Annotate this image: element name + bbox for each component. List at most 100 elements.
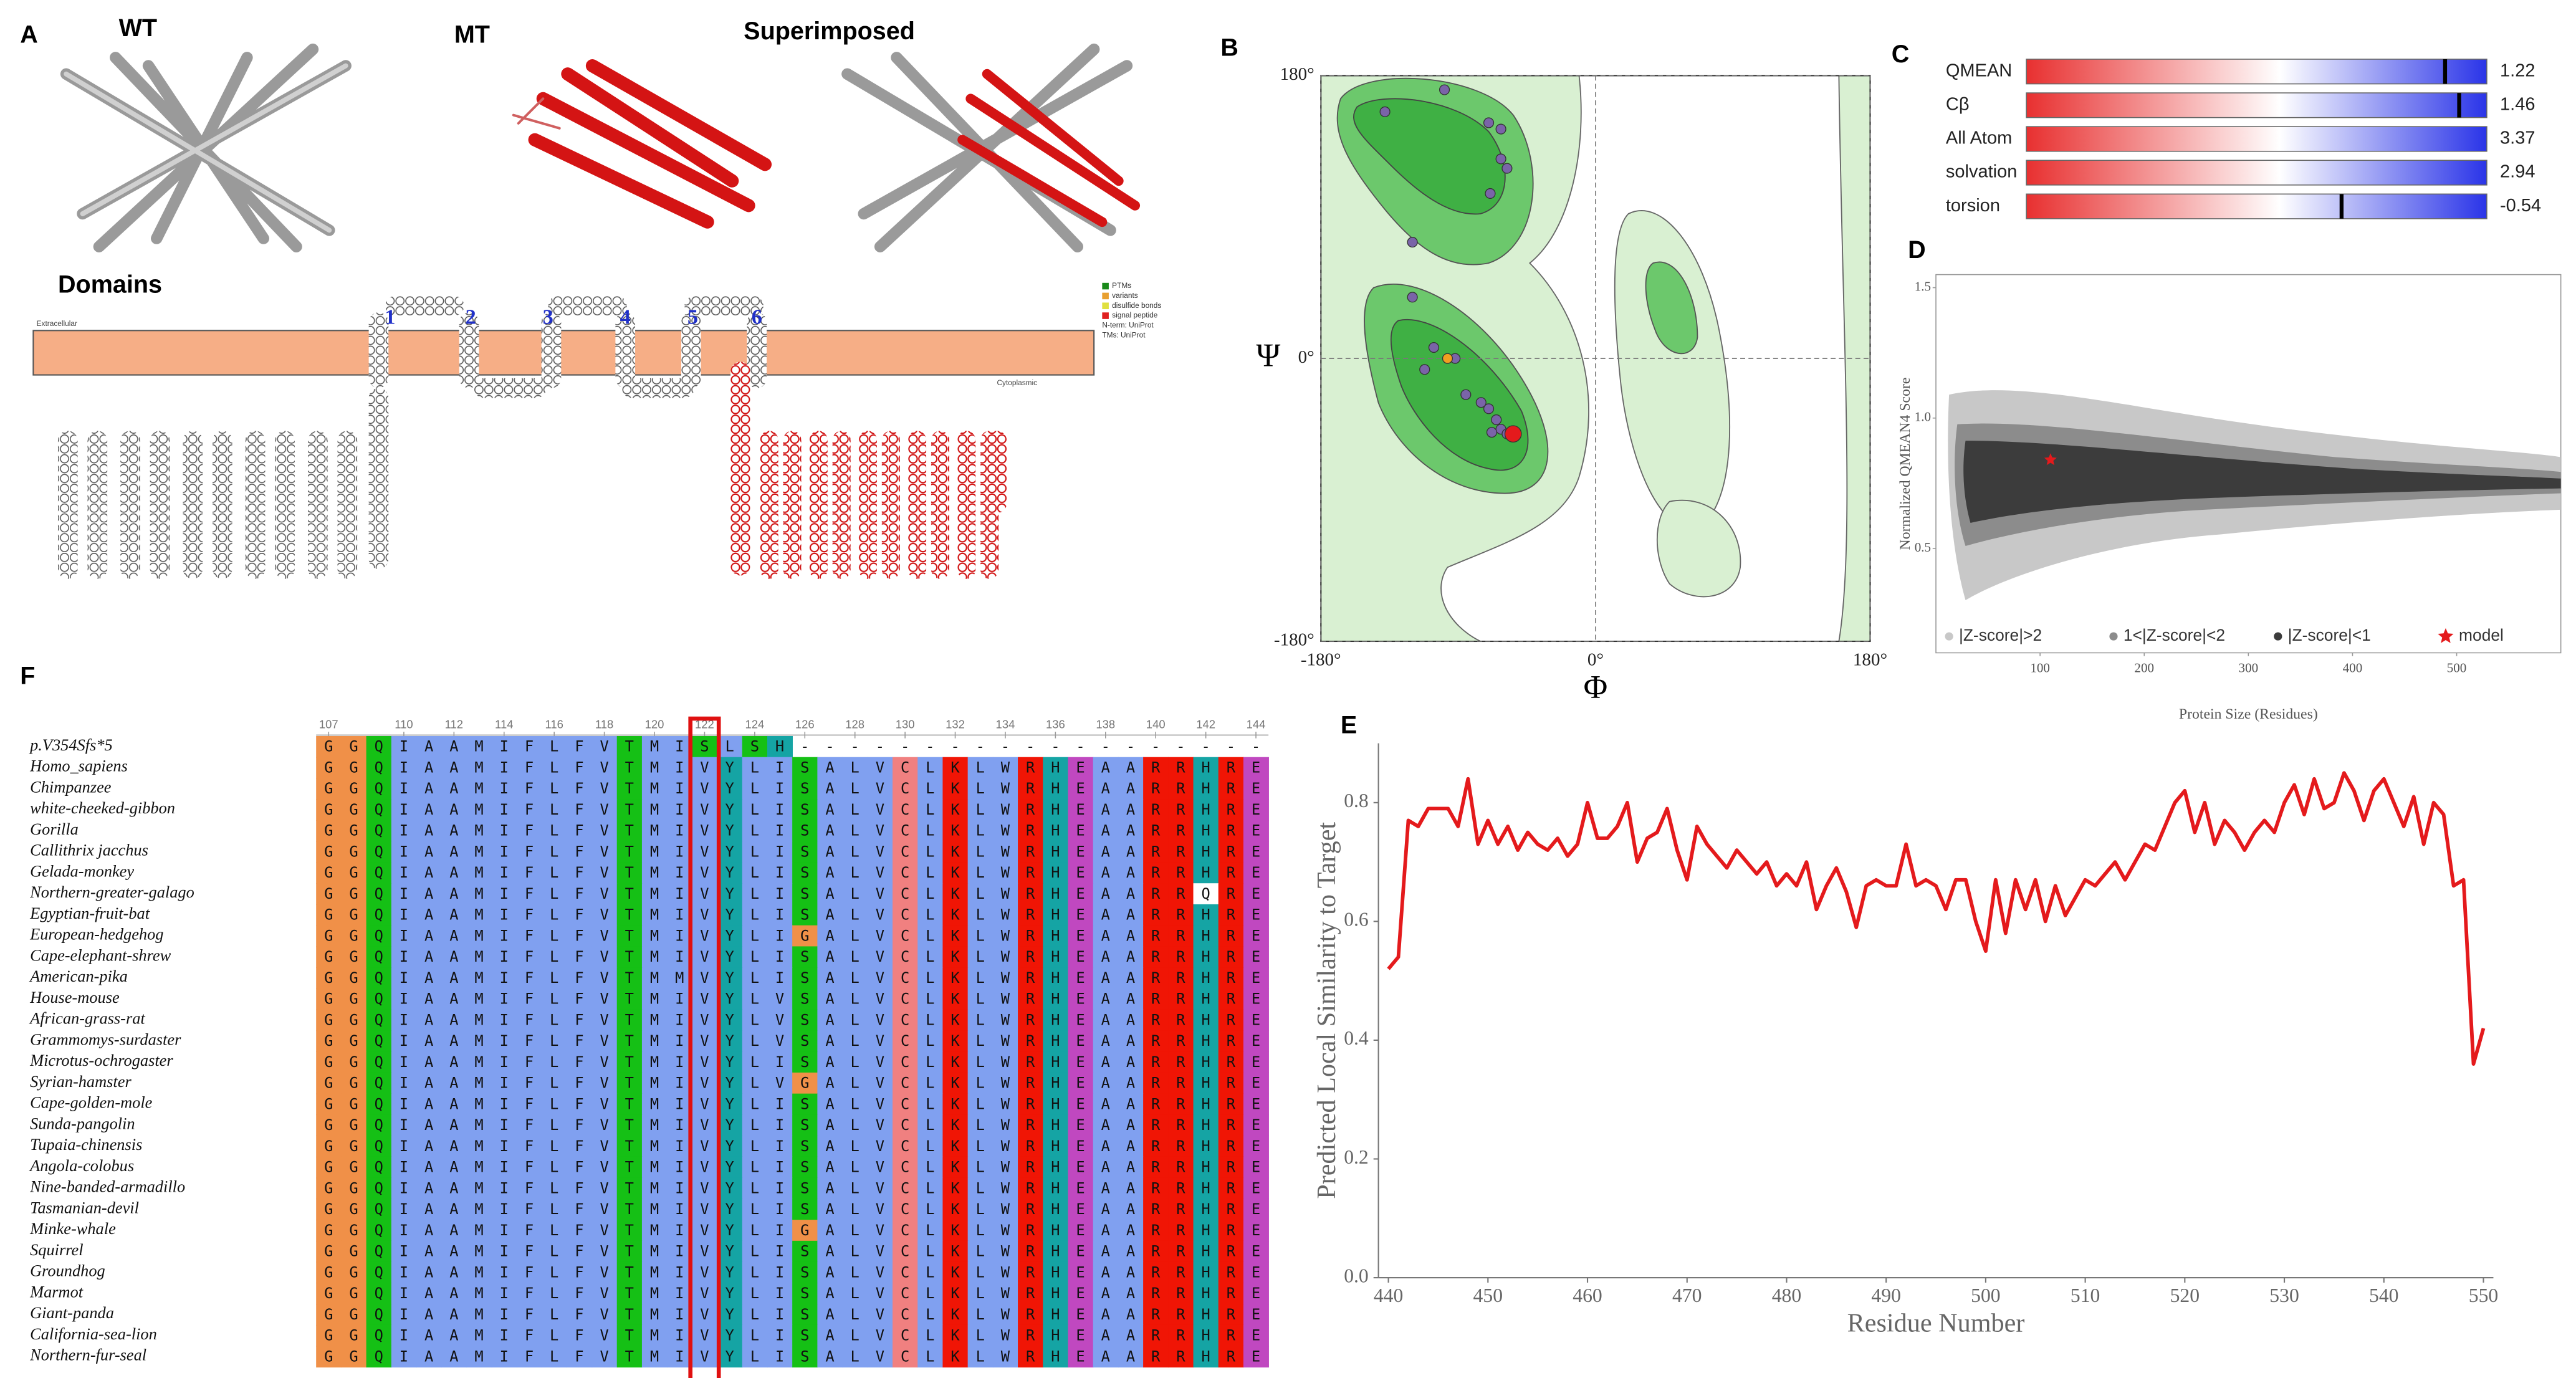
residue: V xyxy=(600,927,608,944)
residue-cell xyxy=(567,1156,593,1179)
residue: L xyxy=(750,1347,759,1365)
residue-cell xyxy=(792,967,818,989)
residue: A xyxy=(424,1200,433,1218)
species-name: Nine-banded-armadillo xyxy=(29,1177,185,1196)
residue-cell xyxy=(942,820,969,842)
residue: L xyxy=(926,1137,934,1155)
residue-cell xyxy=(767,1156,793,1179)
residue: T xyxy=(625,1137,634,1155)
residue-cell xyxy=(667,735,693,758)
residue-cell xyxy=(667,1156,693,1179)
residue-cell xyxy=(917,841,944,863)
residue-cell xyxy=(1143,820,1169,842)
residue: - xyxy=(1176,738,1185,755)
residue-cell xyxy=(992,757,1018,779)
residue: L xyxy=(550,1137,558,1155)
residue: F xyxy=(525,738,534,755)
residue: H xyxy=(1201,1159,1210,1176)
residue-cell xyxy=(616,883,643,905)
residue: A xyxy=(825,927,834,944)
residue-cell xyxy=(416,1093,443,1116)
residue: I xyxy=(500,1032,509,1050)
residue: E xyxy=(1252,906,1260,924)
residue: T xyxy=(625,864,634,881)
residue-cell xyxy=(992,820,1018,842)
residue-cell xyxy=(842,757,868,779)
residue: I xyxy=(500,843,509,860)
residue: A xyxy=(449,780,458,797)
residue-cell xyxy=(667,946,693,968)
residue: L xyxy=(550,1116,558,1134)
residue-cell xyxy=(567,883,593,905)
residue-cell xyxy=(616,1093,643,1116)
residue-cell xyxy=(416,1051,443,1073)
residue: I xyxy=(500,1159,509,1176)
residue: I xyxy=(400,1159,408,1176)
residue-cell xyxy=(893,820,919,842)
residue-cell xyxy=(893,1093,919,1116)
residue: R xyxy=(1151,1179,1161,1197)
x-tick-label: -180° xyxy=(1301,649,1341,669)
residue: L xyxy=(976,1243,985,1260)
residue-cell xyxy=(767,1051,793,1073)
residue: L xyxy=(976,1285,985,1302)
residue: W xyxy=(1001,1327,1010,1344)
residue-cell xyxy=(667,1009,693,1031)
residue: L xyxy=(976,843,985,860)
residue-cell xyxy=(692,946,718,968)
residue-cell xyxy=(742,904,768,926)
residue: A xyxy=(1101,1095,1110,1112)
residue-cell xyxy=(1093,1093,1119,1116)
residue: H xyxy=(1201,1327,1210,1344)
residue: V xyxy=(700,1095,709,1112)
residue: M xyxy=(650,927,659,944)
residue: F xyxy=(575,1053,583,1071)
residue-cell xyxy=(641,946,668,968)
residue: L xyxy=(851,1222,859,1239)
residue: L xyxy=(976,1095,985,1112)
gauge-label: All Atom xyxy=(1946,128,2012,148)
residue: E xyxy=(1252,885,1260,902)
residue-cell xyxy=(416,1072,443,1094)
residue: A xyxy=(1126,1159,1135,1176)
residue-cell xyxy=(491,778,517,800)
residue: L xyxy=(550,906,558,924)
residue-cell xyxy=(466,904,492,926)
residue: A xyxy=(424,1243,433,1260)
residue: G xyxy=(324,801,333,818)
residue: R xyxy=(1176,948,1185,965)
residue: I xyxy=(500,1095,509,1112)
residue: S xyxy=(800,843,809,860)
residue: V xyxy=(700,1243,709,1260)
residue-cell xyxy=(542,1177,568,1200)
residue: I xyxy=(675,1243,684,1260)
residue-cell xyxy=(441,799,467,821)
residue: C xyxy=(901,1011,909,1028)
residue-cell xyxy=(967,1072,994,1094)
residue-cell xyxy=(842,799,868,821)
residue: H xyxy=(1201,906,1210,924)
similarity-line xyxy=(1387,771,2486,1066)
residue: K xyxy=(950,969,960,987)
residue: S xyxy=(800,1179,809,1197)
residue-cell xyxy=(1218,1072,1244,1094)
residue: V xyxy=(600,990,608,1008)
point xyxy=(1501,163,1513,174)
residue: R xyxy=(1026,1137,1035,1155)
residue: H xyxy=(1051,990,1060,1008)
residue-cell xyxy=(1068,967,1094,989)
residue-cell xyxy=(667,820,693,842)
residue-cell xyxy=(391,1199,417,1220)
residue: A xyxy=(1101,969,1110,987)
residue: G xyxy=(349,758,358,776)
y-tick-label: 0.0 xyxy=(1344,1265,1369,1286)
residue-cell xyxy=(391,946,417,968)
residue: R xyxy=(1227,1179,1236,1197)
residue: Y xyxy=(725,843,734,860)
residue: F xyxy=(575,885,583,902)
residue: A xyxy=(424,1116,433,1134)
residue: C xyxy=(901,1159,909,1176)
residue-cell xyxy=(1118,1072,1144,1094)
residue-cell xyxy=(893,883,919,905)
residue-cell xyxy=(867,1051,893,1073)
